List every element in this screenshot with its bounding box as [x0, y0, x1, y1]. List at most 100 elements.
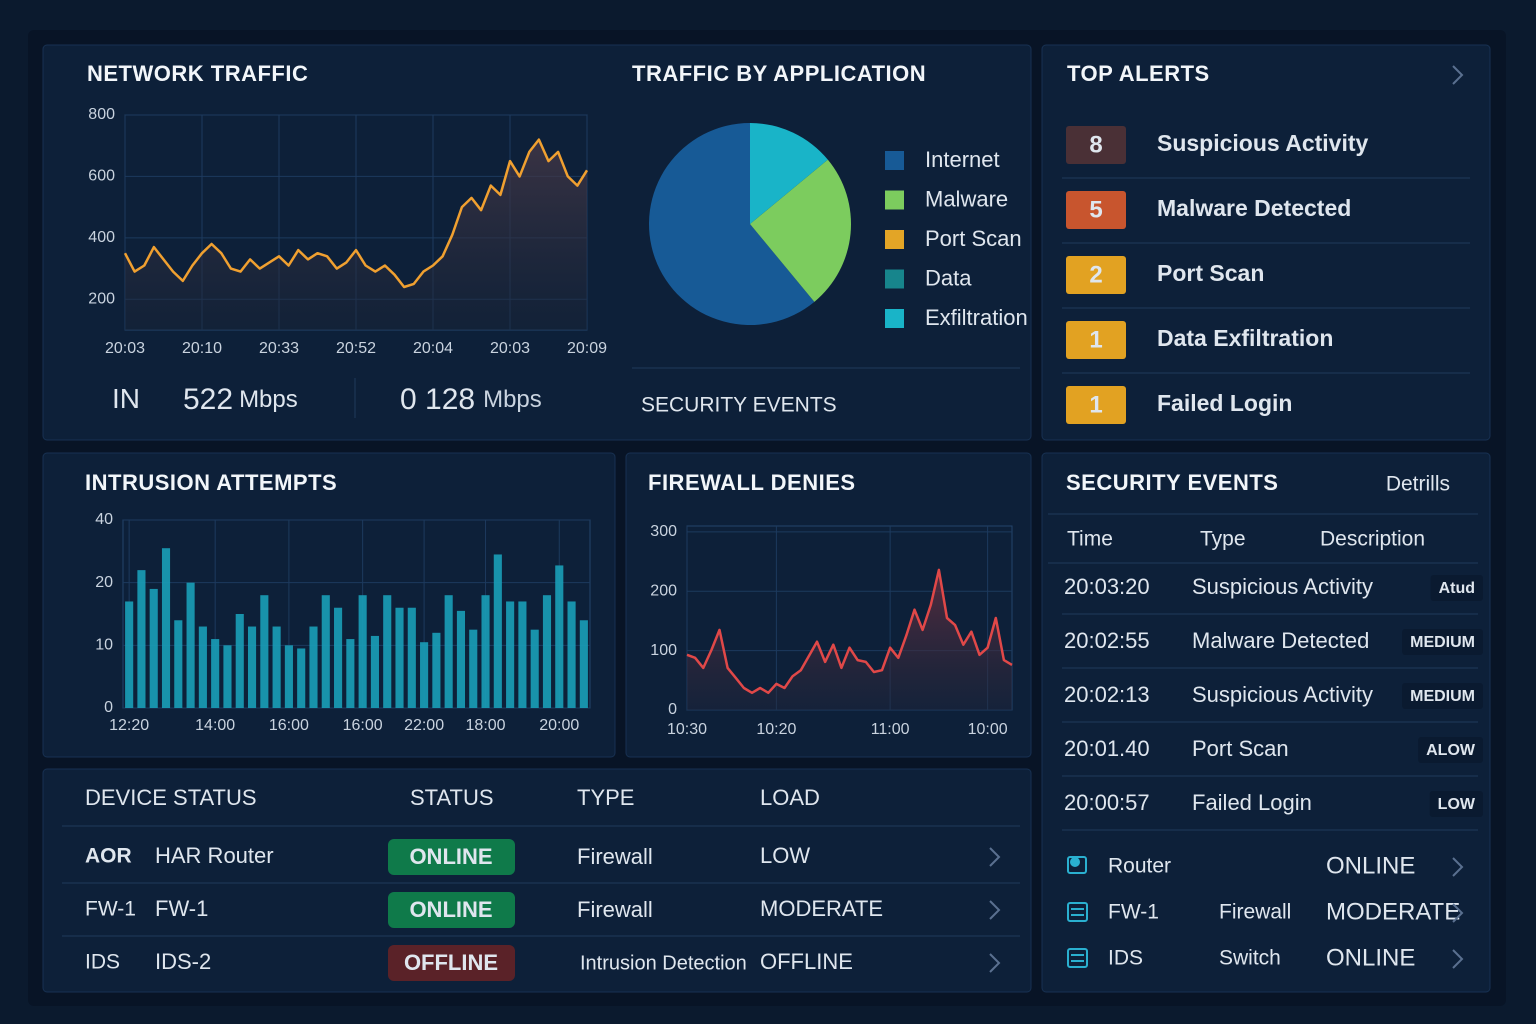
x-tick-label: 22:00	[404, 717, 444, 734]
bar	[247, 626, 257, 708]
alert-label: Suspicious Activity	[1157, 130, 1369, 156]
bar	[579, 620, 588, 708]
x-tick-label: 20:03	[490, 340, 530, 357]
device-type: Firewall	[577, 897, 653, 922]
y-tick-label: 0	[104, 699, 113, 716]
event-type: Failed Login	[1192, 790, 1312, 815]
severity-badge	[1402, 629, 1483, 655]
severity-badge	[1429, 791, 1483, 817]
event-severity: LOW	[1438, 796, 1476, 813]
chevron[interactable]	[1452, 65, 1464, 85]
severity-badge	[1418, 737, 1483, 763]
details-link[interactable]: Detrills	[1386, 473, 1450, 496]
column-header: STATUS	[410, 785, 494, 810]
device-status: ONLINE	[1326, 852, 1415, 879]
legend-label: Port Scan	[925, 226, 1022, 251]
device-name: IDS-2	[155, 949, 211, 974]
status-badge	[388, 839, 515, 875]
line	[123, 138, 589, 289]
bar	[309, 626, 318, 708]
alert-count: 1	[1089, 326, 1102, 353]
device-name: Router	[1108, 855, 1171, 878]
legend-swatch	[885, 309, 904, 328]
bar	[420, 642, 429, 708]
event-time: 20:00:57	[1064, 790, 1150, 815]
bar	[395, 607, 404, 708]
device-status: ONLINE	[1326, 944, 1415, 971]
bar	[334, 607, 343, 708]
device-type: Firewall	[577, 844, 653, 869]
out-value: 0 128	[400, 383, 475, 416]
alert-count: 8	[1089, 131, 1102, 158]
bar	[432, 632, 441, 708]
alert-count: 1	[1089, 391, 1102, 418]
area	[687, 569, 1012, 710]
bar	[125, 601, 134, 708]
bar	[481, 595, 490, 708]
bar	[530, 629, 539, 708]
chevron[interactable]	[989, 900, 1001, 920]
bar	[260, 595, 269, 708]
in-label: IN	[112, 383, 140, 414]
chevron[interactable]	[1452, 949, 1464, 969]
in-unit: Mbps	[239, 386, 298, 413]
legend-label: Malware	[925, 186, 1008, 211]
chevron[interactable]	[989, 953, 1001, 973]
bar	[137, 570, 146, 708]
device-id: FW-1	[85, 898, 136, 921]
alert-badge	[1066, 256, 1126, 294]
column-header: Time	[1067, 528, 1113, 551]
bar	[284, 645, 293, 708]
device-name: IDS	[1108, 947, 1143, 970]
device-type: Intrusion Detection	[580, 952, 747, 974]
alert-count: 5	[1089, 196, 1102, 223]
device-type: Switch	[1219, 947, 1281, 970]
x-tick-label: 20:52	[336, 340, 376, 357]
x-tick-label: 10:00	[968, 721, 1008, 738]
severity-badge	[1402, 683, 1483, 709]
x-tick-label: 20:03	[105, 340, 145, 357]
x-tick-label: 10:30	[667, 721, 707, 738]
y-tick-label: 200	[88, 291, 115, 308]
chart-title: INTRUSION ATTEMPTS	[85, 470, 337, 495]
device-type: Firewall	[1219, 901, 1291, 924]
column-header: Description	[1320, 528, 1425, 551]
bar	[297, 648, 306, 708]
x-tick-label: 16:00	[269, 717, 309, 734]
severity-badge	[1430, 575, 1483, 601]
device-name: FW-1	[1108, 901, 1159, 924]
device-status: ONLINE	[409, 844, 492, 869]
device-icon	[1067, 902, 1088, 922]
bar	[198, 626, 207, 708]
chevron[interactable]	[1452, 857, 1464, 877]
alert-label: Malware Detected	[1157, 195, 1351, 221]
device-load: OFFLINE	[760, 949, 853, 974]
event-severity: MEDIUM	[1410, 634, 1475, 651]
chevron[interactable]	[989, 847, 1001, 867]
bar	[321, 595, 330, 708]
alert-badge	[1066, 191, 1126, 229]
column-header: Type	[1200, 528, 1246, 551]
line	[686, 568, 1013, 695]
x-tick-label: 10:20	[756, 721, 796, 738]
bar	[211, 639, 220, 708]
bar	[469, 629, 478, 708]
bar	[518, 601, 527, 708]
in-value: 522	[183, 383, 233, 416]
event-type: Suspicious Activity	[1192, 574, 1373, 599]
y-tick-label: 300	[650, 523, 677, 540]
chevron[interactable]	[1452, 903, 1464, 923]
device-id: IDS	[85, 951, 120, 974]
event-time: 20:03:20	[1064, 574, 1150, 599]
event-severity: MEDIUM	[1410, 688, 1475, 705]
y-tick-label: 20	[95, 574, 113, 591]
x-tick-label: 18:00	[466, 717, 506, 734]
alert-label: Data Exfiltration	[1157, 325, 1333, 351]
panel-title: SECURITY EVENTS	[1066, 470, 1278, 495]
pie-slice	[750, 159, 851, 302]
bar	[493, 554, 502, 708]
pie-slice	[750, 123, 828, 224]
y-tick-label: 400	[88, 229, 115, 246]
